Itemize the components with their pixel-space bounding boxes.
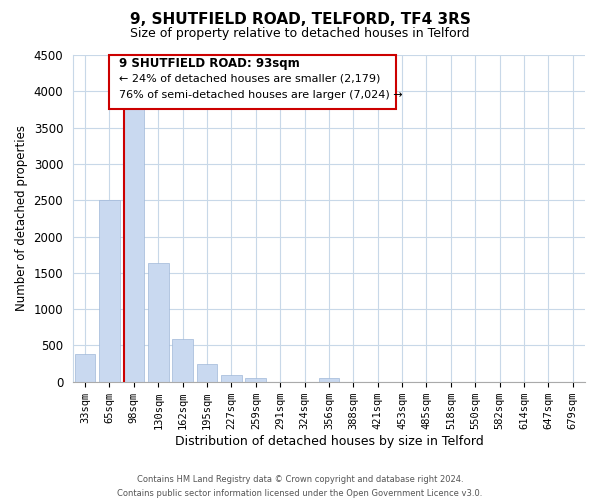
Text: ← 24% of detached houses are smaller (2,179): ← 24% of detached houses are smaller (2,… bbox=[119, 74, 380, 84]
Y-axis label: Number of detached properties: Number of detached properties bbox=[15, 126, 28, 312]
X-axis label: Distribution of detached houses by size in Telford: Distribution of detached houses by size … bbox=[175, 434, 484, 448]
Bar bbox=[319, 378, 340, 382]
Bar bbox=[245, 378, 266, 382]
Bar bbox=[75, 354, 95, 382]
Text: Contains HM Land Registry data © Crown copyright and database right 2024.
Contai: Contains HM Land Registry data © Crown c… bbox=[118, 476, 482, 498]
Bar bbox=[124, 110, 144, 382]
Text: 76% of semi-detached houses are larger (7,024) →: 76% of semi-detached houses are larger (… bbox=[119, 90, 403, 101]
Bar bbox=[197, 364, 217, 382]
Text: 9, SHUTFIELD ROAD, TELFORD, TF4 3RS: 9, SHUTFIELD ROAD, TELFORD, TF4 3RS bbox=[130, 12, 470, 28]
Bar bbox=[172, 339, 193, 382]
Bar bbox=[99, 200, 120, 382]
Text: Size of property relative to detached houses in Telford: Size of property relative to detached ho… bbox=[130, 28, 470, 40]
Bar bbox=[148, 262, 169, 382]
Bar bbox=[221, 375, 242, 382]
Text: 9 SHUTFIELD ROAD: 93sqm: 9 SHUTFIELD ROAD: 93sqm bbox=[119, 56, 300, 70]
FancyBboxPatch shape bbox=[109, 55, 395, 109]
